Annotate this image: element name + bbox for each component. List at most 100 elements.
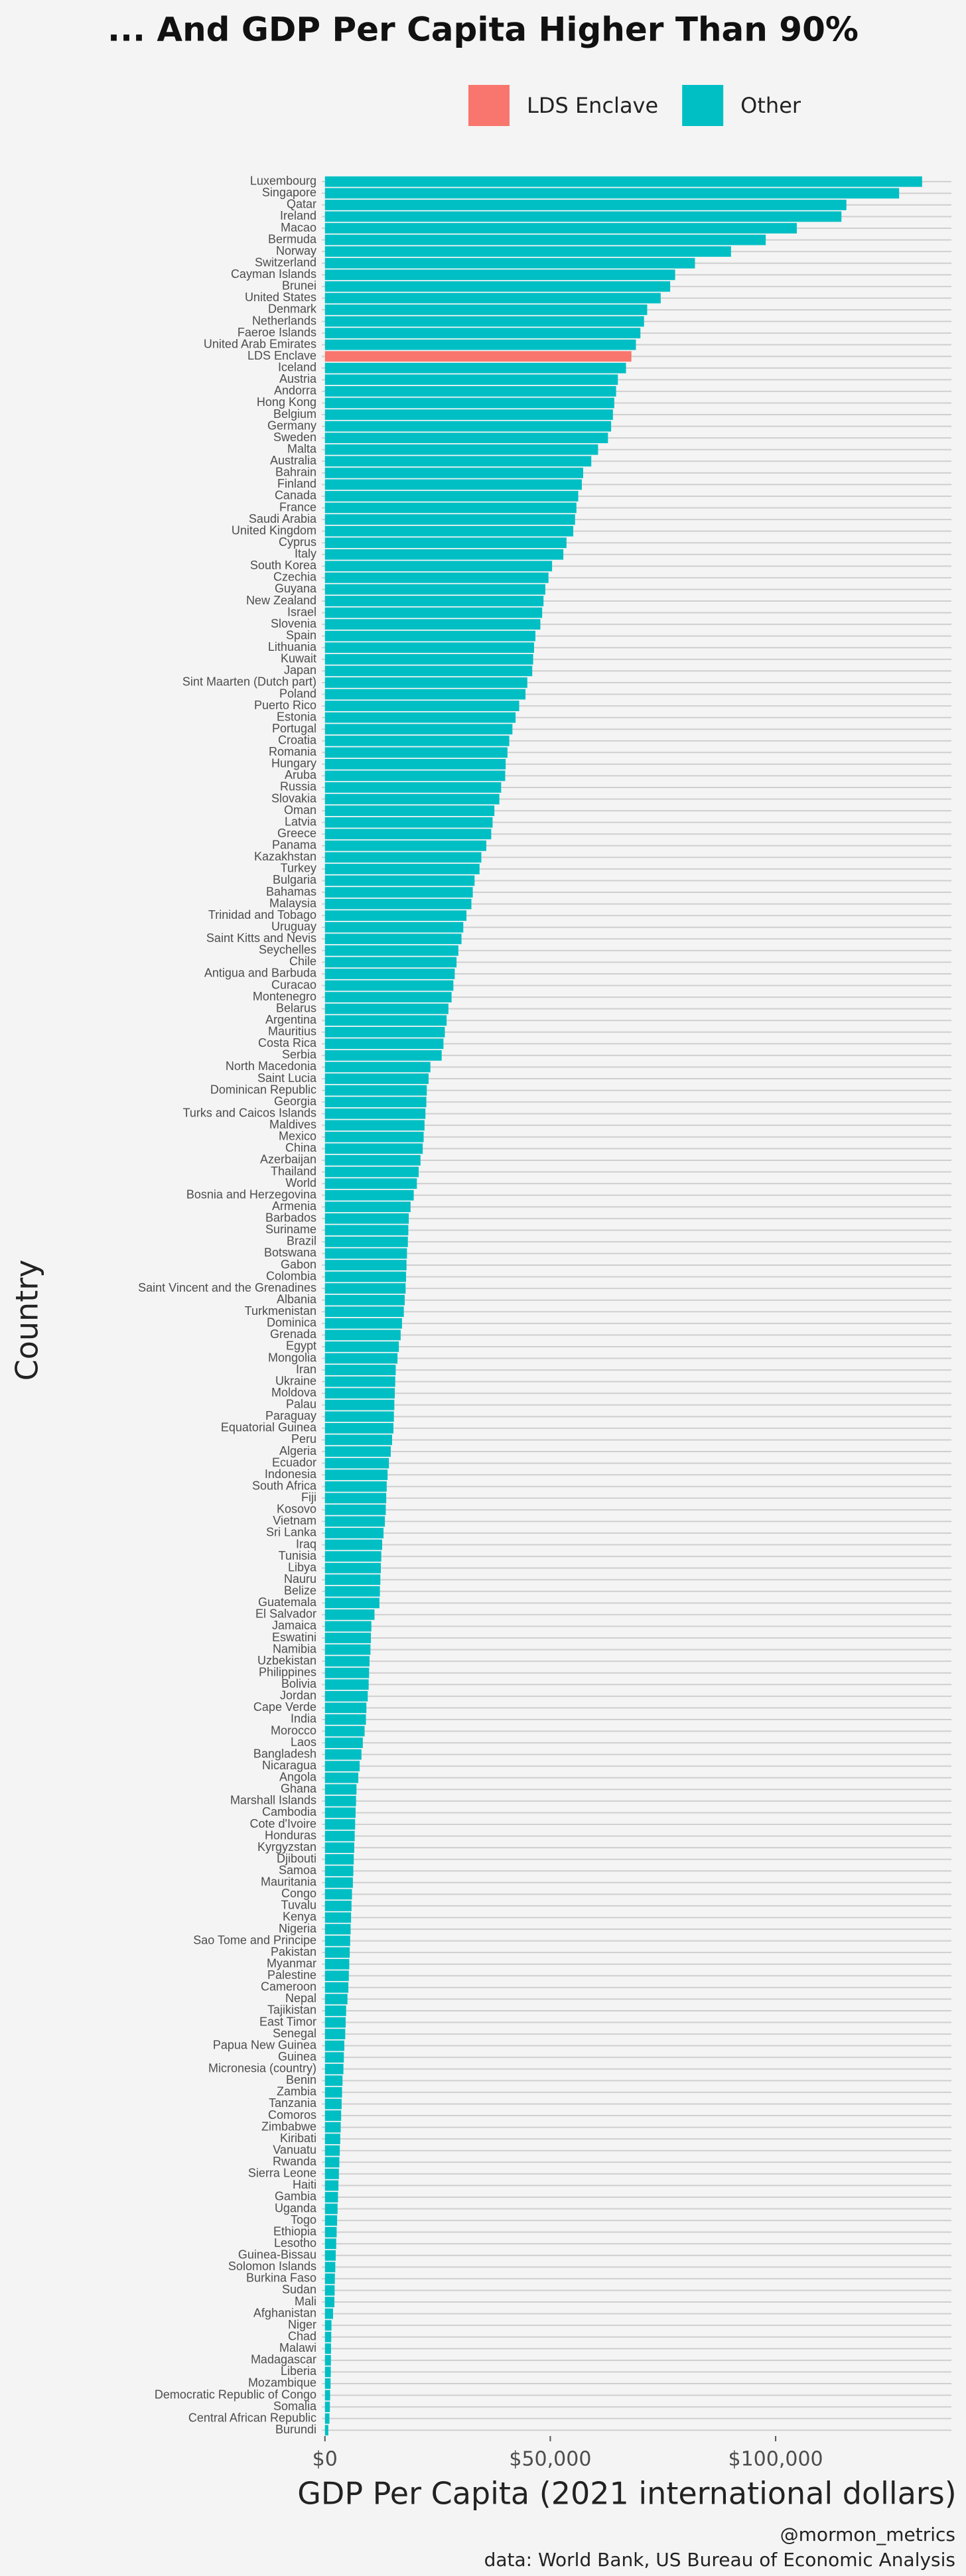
y-tick-label: Zambia xyxy=(277,2085,317,2098)
y-tick-label: Kosovo xyxy=(277,1503,316,1516)
y-tick-label: Rwanda xyxy=(273,2155,317,2168)
y-tick-label: Portugal xyxy=(272,722,316,735)
bar xyxy=(324,1947,350,1958)
y-tick-label: Andorra xyxy=(274,384,317,397)
y-tick-label: Bermuda xyxy=(268,232,317,245)
bar xyxy=(324,2262,336,2273)
bar xyxy=(324,584,545,595)
bar xyxy=(324,1120,425,1131)
bar xyxy=(324,1935,350,1946)
y-axis-title: Country xyxy=(9,1260,45,1381)
y-tick-label: World xyxy=(285,1176,316,1189)
y-tick-label: Micronesia (country) xyxy=(208,2062,316,2075)
bar xyxy=(324,1271,407,1282)
y-tick-label: Uzbekistan xyxy=(257,1654,316,1667)
y-tick-label: Iceland xyxy=(278,361,316,374)
y-tick-label: Cayman Islands xyxy=(231,267,316,281)
y-tick-label: Nauru xyxy=(284,1572,316,1586)
y-tick-label: Niger xyxy=(288,2318,316,2331)
y-tick-label: Greece xyxy=(277,827,316,840)
y-tick-label: Ghana xyxy=(281,1782,317,1795)
bar xyxy=(324,1388,395,1399)
y-tick-label: Mexico xyxy=(279,1130,316,1143)
bar xyxy=(324,1586,380,1597)
bar xyxy=(324,1702,367,1714)
y-tick-label: Iraq xyxy=(296,1537,316,1550)
y-tick-label: United States xyxy=(245,291,316,304)
bar xyxy=(324,852,482,863)
y-tick-label: Myanmar xyxy=(267,1956,316,1970)
bar xyxy=(324,2308,333,2319)
y-tick-label: Libya xyxy=(288,1560,317,1574)
y-tick-label: Australia xyxy=(270,454,317,467)
y-tick-label: Sierra Leone xyxy=(248,2167,316,2180)
y-tick-label: India xyxy=(291,1712,317,1726)
y-tick-label: Gambia xyxy=(275,2190,317,2203)
y-tick-label: Hong Kong xyxy=(257,395,316,409)
bar xyxy=(324,456,592,467)
y-tick-label: Seychelles xyxy=(259,943,316,957)
bar xyxy=(324,1061,431,1073)
bar xyxy=(324,2075,343,2086)
bar xyxy=(324,887,473,898)
y-tick-label: Togo xyxy=(291,2213,316,2226)
bar xyxy=(324,1329,401,1341)
bar xyxy=(324,677,527,688)
bar xyxy=(324,339,636,350)
y-tick-label: Sudan xyxy=(282,2283,316,2296)
bar xyxy=(324,1237,408,1247)
y-tick-label: Norway xyxy=(276,244,316,257)
y-tick-label: Madagascar xyxy=(251,2353,316,2366)
bar xyxy=(324,619,541,630)
chart-title: ... And GDP Per Capita Higher Than 90% xyxy=(107,11,859,49)
y-tick-label: Turkmenistan xyxy=(245,1304,316,1318)
y-tick-label: Belize xyxy=(284,1584,316,1597)
bar xyxy=(324,491,579,502)
y-tick-label: Palau xyxy=(286,1398,316,1411)
y-tick-label: Saint Lucia xyxy=(257,1071,317,1085)
y-tick-label: Benin xyxy=(286,2073,316,2086)
y-tick-label: Croatia xyxy=(278,734,317,747)
y-tick-label: Mongolia xyxy=(268,1351,317,1364)
bar xyxy=(324,2040,344,2051)
bar xyxy=(324,2413,330,2424)
y-tick-label: Belarus xyxy=(276,1001,316,1014)
y-tick-label: Turks and Caicos Islands xyxy=(183,1106,316,1119)
bar xyxy=(324,980,454,991)
caption: @mormon_metrics xyxy=(780,2524,955,2545)
bar xyxy=(324,281,671,292)
bar xyxy=(324,1073,429,1084)
y-tick-label: Somalia xyxy=(273,2400,317,2413)
y-tick-label: Kenya xyxy=(283,1910,317,1923)
bar xyxy=(324,561,553,572)
bar xyxy=(324,537,567,549)
y-tick-label: Namibia xyxy=(273,1642,317,1655)
bar xyxy=(324,2378,331,2389)
y-tick-label: Tajikistan xyxy=(267,2003,316,2017)
y-tick-label: Central African Republic xyxy=(188,2411,316,2424)
caption: data: World Bank, US Bureau of Economic … xyxy=(484,2549,955,2571)
bar xyxy=(324,362,626,373)
y-tick-label: Macao xyxy=(281,221,316,234)
y-tick-label: Paraguay xyxy=(265,1409,316,1422)
bar xyxy=(324,1901,352,1911)
y-tick-label: Nigeria xyxy=(279,1922,317,1935)
bar xyxy=(324,2320,332,2331)
y-tick-label: Zimbabwe xyxy=(261,2120,316,2133)
bar xyxy=(324,525,574,537)
bar xyxy=(324,1201,411,1213)
y-tick-label: Argentina xyxy=(265,1013,317,1026)
bar xyxy=(324,2134,340,2145)
bar xyxy=(324,572,549,583)
bar xyxy=(324,1982,349,1993)
y-tick-label: Italy xyxy=(295,547,316,561)
bar xyxy=(324,1493,387,1504)
bar xyxy=(324,910,467,921)
bar xyxy=(324,1155,421,1166)
y-tick-label: Kyrgyzstan xyxy=(257,1840,316,1854)
y-tick-label: Colombia xyxy=(266,1269,317,1282)
y-tick-label: Cambodia xyxy=(262,1805,317,1818)
y-tick-label: Malaysia xyxy=(269,896,317,910)
y-tick-label: Botswana xyxy=(264,1246,317,1259)
bar xyxy=(324,397,614,409)
